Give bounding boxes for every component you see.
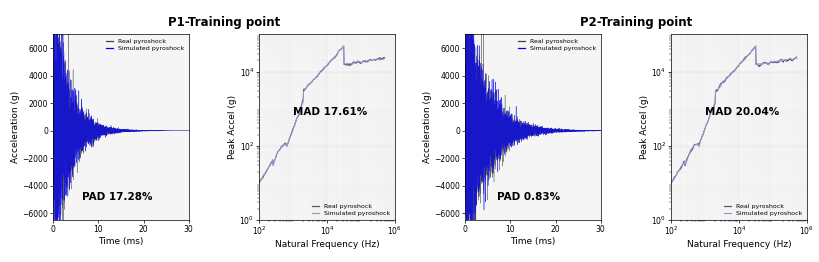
Text: P2-Training point: P2-Training point <box>580 17 692 30</box>
Text: PAD 0.83%: PAD 0.83% <box>497 192 560 201</box>
Legend: Real pyroshock, Simulated pyroshock: Real pyroshock, Simulated pyroshock <box>722 203 803 217</box>
Legend: Real pyroshock, Simulated pyroshock: Real pyroshock, Simulated pyroshock <box>516 37 598 52</box>
Y-axis label: Acceleration (g): Acceleration (g) <box>423 91 432 163</box>
X-axis label: Time (ms): Time (ms) <box>510 237 555 246</box>
Y-axis label: Peak Accel (g): Peak Accel (g) <box>228 95 237 159</box>
Legend: Real pyroshock, Simulated pyroshock: Real pyroshock, Simulated pyroshock <box>310 203 391 217</box>
Text: P1-Training point: P1-Training point <box>168 17 280 30</box>
Text: MAD 17.61%: MAD 17.61% <box>292 107 367 117</box>
Y-axis label: Peak Accel (g): Peak Accel (g) <box>640 95 649 159</box>
Y-axis label: Acceleration (g): Acceleration (g) <box>11 91 20 163</box>
X-axis label: Time (ms): Time (ms) <box>98 237 143 246</box>
Legend: Real pyroshock, Simulated pyroshock: Real pyroshock, Simulated pyroshock <box>104 37 186 52</box>
X-axis label: Natural Frequency (Hz): Natural Frequency (Hz) <box>274 240 379 249</box>
X-axis label: Natural Frequency (Hz): Natural Frequency (Hz) <box>686 240 791 249</box>
Text: PAD 17.28%: PAD 17.28% <box>82 192 152 201</box>
Text: MAD 20.04%: MAD 20.04% <box>704 107 779 117</box>
